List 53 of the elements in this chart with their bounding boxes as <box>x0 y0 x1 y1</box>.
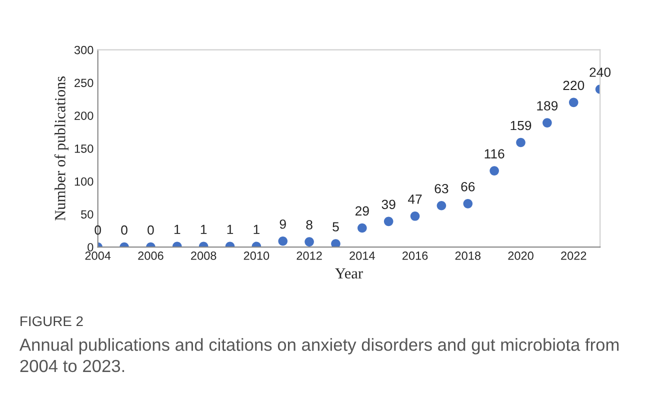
point <box>568 98 578 108</box>
data-label: 63 <box>434 184 448 194</box>
data-label: 9 <box>280 219 286 229</box>
x-tick-label: 2018 <box>455 252 481 260</box>
point <box>410 211 420 221</box>
y-tick-label: 50 <box>81 210 94 219</box>
x-tick-label: 2010 <box>244 252 270 260</box>
data-label: 1 <box>174 224 180 234</box>
data-label: 0 <box>148 225 154 235</box>
point <box>304 237 314 246</box>
point <box>436 200 446 210</box>
text: Annual publications and citations on anxiety disorders and gut microbiota from 2004 to 2023. <box>19 338 619 372</box>
data-label: 0 <box>121 225 128 235</box>
y-tick-label: 300 <box>74 46 94 54</box>
x-tick-label: 2008 <box>191 252 216 260</box>
data-label: 5 <box>332 222 339 232</box>
data-label: 29 <box>355 206 369 216</box>
data-label: 1 <box>200 224 207 234</box>
y-tick-label: 100 <box>74 177 94 186</box>
x-tick-label: 2014 <box>350 252 375 260</box>
x-tick-label: 2020 <box>508 252 534 260</box>
data-label: 189 <box>537 101 558 110</box>
x-tick-label: 2016 <box>402 252 428 260</box>
point <box>463 199 473 208</box>
data-label: 1 <box>254 224 260 234</box>
data-label: 1 <box>227 224 234 234</box>
x-tick-label: 2022 <box>561 252 586 260</box>
y-tick-label: 0 <box>88 243 94 252</box>
x-tick-label: 2004 <box>85 252 111 260</box>
x-tick-label: 2012 <box>296 252 322 260</box>
data-label: 116 <box>484 149 504 158</box>
data-label: 8 <box>306 220 312 230</box>
data-label: 159 <box>510 120 532 130</box>
data-label: 0 <box>94 225 101 235</box>
y-tick-label: 200 <box>74 112 94 120</box>
point <box>278 236 288 246</box>
point <box>384 216 394 226</box>
x-axis-title: Year <box>335 268 363 279</box>
data-label: 220 <box>563 80 584 90</box>
y-tick-label: 250 <box>74 78 94 88</box>
data-label: 240 <box>590 68 611 77</box>
point <box>490 166 499 176</box>
point <box>542 118 552 128</box>
caption: FIGURE 2 <box>20 316 83 326</box>
data-label: 39 <box>382 200 396 210</box>
point <box>516 138 526 148</box>
data-label: 66 <box>461 182 475 192</box>
point <box>358 223 367 233</box>
x-tick-label: 2006 <box>138 252 164 260</box>
data-label: 47 <box>408 194 422 204</box>
point <box>331 239 340 248</box>
y-tick-label: 150 <box>74 144 94 153</box>
y-axis-title: Number of publications <box>54 76 68 221</box>
